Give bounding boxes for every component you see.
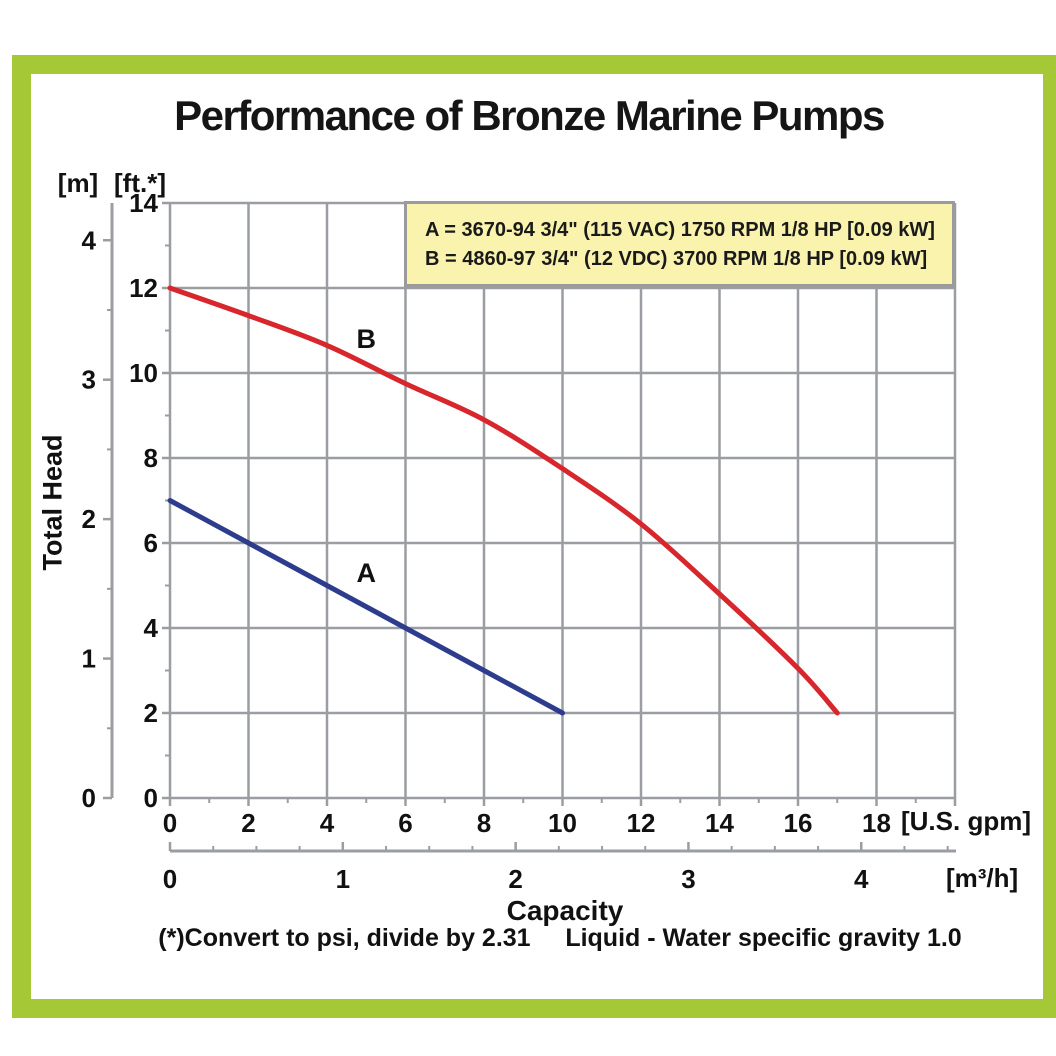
meters-tick-label: 3	[82, 365, 96, 395]
footnote: (*)Convert to psi, divide by 2.31 Liquid…	[158, 924, 962, 952]
gpm-tick-label: 18	[862, 808, 891, 838]
gpm-tick-label: 14	[705, 808, 734, 838]
ft-tick-label: 10	[129, 358, 158, 388]
m3h-tick-label: 4	[854, 864, 869, 894]
meters-tick-label: 0	[82, 783, 96, 813]
legend-box: A = 3670-94 3/4" (115 VAC) 1750 RPM 1/8 …	[404, 201, 955, 287]
meters-tick-label: 2	[82, 504, 96, 534]
gpm-tick-label: 8	[477, 808, 491, 838]
curve-label-b: B	[357, 324, 377, 354]
curve-a	[167, 498, 565, 716]
feet-unit-label: [ft.*]	[114, 168, 166, 198]
gpm-tick-label: 10	[548, 808, 577, 838]
legend-line-a: A = 3670-94 3/4" (115 VAC) 1750 RPM 1/8 …	[425, 218, 935, 241]
meters-tick-label: 4	[82, 225, 97, 255]
ft-tick-label: 0	[144, 783, 158, 813]
curve-label-a: A	[357, 558, 377, 588]
gpm-unit-label: [U.S. gpm]	[901, 806, 1031, 836]
meters-unit-label: [m]	[57, 168, 99, 198]
meters-tick-label: 1	[82, 644, 96, 674]
ft-tick-label: 8	[144, 443, 158, 473]
gpm-tick-label: 4	[320, 808, 335, 838]
ft-tick-label: 2	[144, 698, 158, 728]
m3h-tick-label: 1	[336, 864, 350, 894]
x-axis-title: Capacity	[506, 895, 624, 926]
m3h-tick-label: 3	[681, 864, 695, 894]
gpm-tick-label: 16	[784, 808, 813, 838]
curve-b	[167, 285, 840, 716]
gpm-tick-label: 12	[627, 808, 656, 838]
page-title: Performance of Bronze Marine Pumps	[174, 92, 885, 139]
ft-tick-label: 6	[144, 528, 158, 558]
m3h-tick-label: 0	[163, 864, 177, 894]
ft-tick-label: 4	[144, 613, 159, 643]
gpm-tick-label: 0	[163, 808, 177, 838]
gpm-tick-label: 2	[241, 808, 255, 838]
m3h-tick-label: 2	[508, 864, 522, 894]
ft-tick-label: 12	[129, 273, 158, 303]
legend-line-b: B = 4860-97 3/4" (12 VDC) 3700 RPM 1/8 H…	[425, 247, 928, 270]
m3h-unit-label: [m³/h]	[946, 863, 1019, 893]
ft-tick-label: 14	[129, 188, 158, 218]
gpm-tick-label: 6	[398, 808, 412, 838]
